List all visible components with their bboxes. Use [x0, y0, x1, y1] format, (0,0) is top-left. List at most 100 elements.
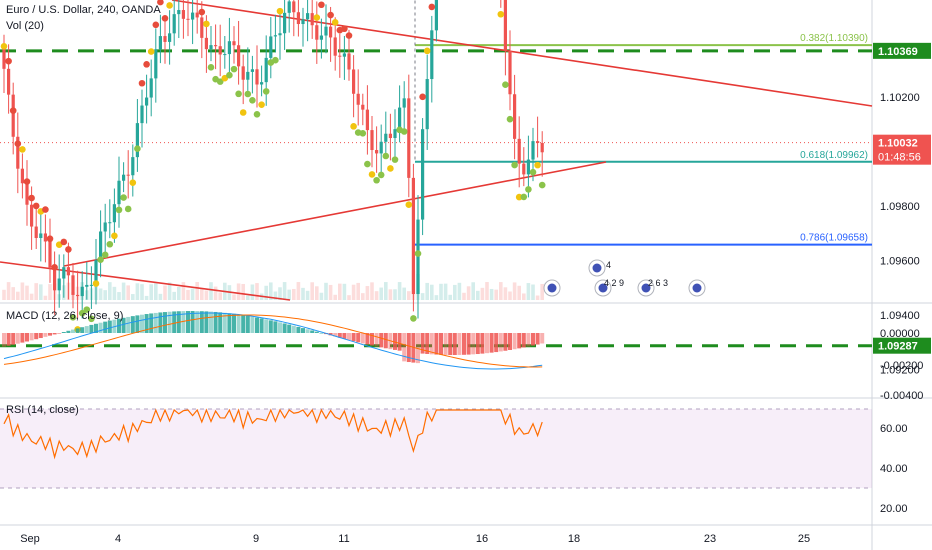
- macd-histogram-bar: [480, 333, 485, 354]
- lower-trendline[interactable]: [0, 261, 291, 301]
- sar-dot: [147, 48, 155, 55]
- sar-dot: [19, 146, 26, 153]
- candle-body: [172, 14, 176, 34]
- rsi-legend[interactable]: RSI (14, close): [6, 404, 81, 416]
- trendlines[interactable]: [0, 0, 873, 301]
- volume-bar: [29, 293, 34, 300]
- volume-legend[interactable]: Vol (20): [6, 20, 46, 32]
- sar-dot: [42, 206, 49, 213]
- candle-body: [7, 68, 11, 95]
- time-tick-label: 16: [476, 533, 488, 545]
- candle-body: [126, 174, 130, 176]
- macd-histogram-bar: [43, 333, 48, 337]
- sar-dot: [230, 65, 238, 73]
- sar-dot: [46, 235, 54, 243]
- macd-histogram-bar: [489, 333, 494, 353]
- sar-dot: [423, 47, 431, 55]
- sar-dot: [377, 171, 385, 179]
- macd-histogram-bar: [218, 312, 223, 333]
- candle-body: [76, 294, 80, 297]
- candle-body: [135, 123, 139, 158]
- volume-bar: [232, 294, 236, 300]
- candle-body: [2, 47, 6, 69]
- candle-body: [85, 284, 89, 287]
- macd-histogram-bar: [485, 333, 489, 354]
- macd-tick-label: -0.00200: [880, 360, 923, 372]
- candle-body: [393, 129, 397, 139]
- volume-bar: [522, 293, 526, 300]
- volume-bar: [200, 288, 204, 300]
- rsi-tick-label: 60.00: [880, 423, 908, 435]
- macd-histogram-bar: [144, 314, 149, 333]
- macd-histogram-bar: [48, 333, 52, 336]
- candle-body: [329, 26, 333, 38]
- sar-dot: [226, 71, 233, 79]
- descending-trendline[interactable]: [171, 0, 873, 107]
- volume-bar: [108, 282, 112, 300]
- macd-histogram-bar: [370, 333, 374, 346]
- sar-dot: [244, 90, 252, 98]
- candle-body: [117, 180, 121, 205]
- volume-bar: [338, 283, 342, 300]
- volume-bar: [535, 295, 540, 300]
- level-price-label: 1.10369: [878, 46, 918, 58]
- macd-histogram-bar: [471, 333, 476, 355]
- macd-histogram-bar: [540, 333, 545, 344]
- volume-bar: [476, 290, 480, 300]
- candle-body: [508, 50, 512, 95]
- volume-bar: [301, 287, 305, 300]
- fib-level-label: 0.786(1.09658): [800, 233, 868, 244]
- candle-body: [108, 222, 112, 224]
- time-tick-label: Sep: [20, 533, 40, 545]
- candles: [2, 0, 544, 319]
- macd-histogram-bar: [278, 322, 282, 333]
- macd-histogram-bar: [163, 312, 167, 333]
- sar-dot: [520, 193, 528, 201]
- volume-bar: [117, 292, 121, 300]
- price-tick-label: 1.09400: [880, 310, 920, 322]
- sar-dot: [382, 152, 390, 160]
- candle-body: [112, 204, 116, 223]
- sar-dot: [23, 178, 31, 185]
- volume-bar: [236, 283, 241, 300]
- sar-dots: [0, 0, 546, 333]
- macd-histogram-bar: [512, 333, 517, 350]
- candle-body: [352, 69, 356, 94]
- fib-level-label: 0.618(1.09962): [800, 150, 868, 161]
- horizontal-levels[interactable]: [0, 0, 872, 348]
- candle-body: [430, 30, 434, 80]
- volume-bar: [296, 282, 301, 300]
- rsi-tick-label: 40.00: [880, 463, 908, 475]
- candle-body: [34, 226, 38, 239]
- macd-histogram-bar: [393, 333, 397, 350]
- sar-dot: [124, 205, 132, 213]
- candle-body: [149, 78, 153, 98]
- ascending-trendline[interactable]: [63, 161, 607, 267]
- candle-body: [168, 33, 172, 42]
- symbol-legend[interactable]: Euro / U.S. Dollar, 240, OANDA: [6, 4, 163, 16]
- volume-bar: [503, 287, 508, 300]
- macd-histogram-bar: [443, 333, 448, 355]
- volume-bar: [305, 290, 310, 300]
- volume-bar: [135, 283, 140, 300]
- volume-bar: [144, 295, 149, 300]
- macd-histogram-bar: [347, 333, 351, 341]
- macd-histogram-bar: [213, 311, 218, 333]
- sar-dot: [405, 201, 413, 209]
- sar-dot: [525, 186, 532, 193]
- macd-histogram-bar: [140, 314, 144, 333]
- candle-body: [195, 12, 199, 18]
- sar-dot: [143, 61, 150, 68]
- macd-histogram-bar: [508, 333, 512, 351]
- volume-bar: [453, 284, 457, 300]
- sar-dot: [235, 90, 242, 98]
- volume-bar: [131, 294, 135, 300]
- candle-body: [260, 82, 264, 85]
- candle-body: [342, 53, 346, 57]
- economic-events[interactable]: 4 4 2 9 2 6 3: [543, 259, 706, 297]
- sar-dot: [428, 3, 436, 11]
- macd-legend[interactable]: MACD (12, 26, close, 9): [6, 310, 125, 322]
- volume-bar: [292, 288, 296, 300]
- volume-bar: [319, 292, 324, 300]
